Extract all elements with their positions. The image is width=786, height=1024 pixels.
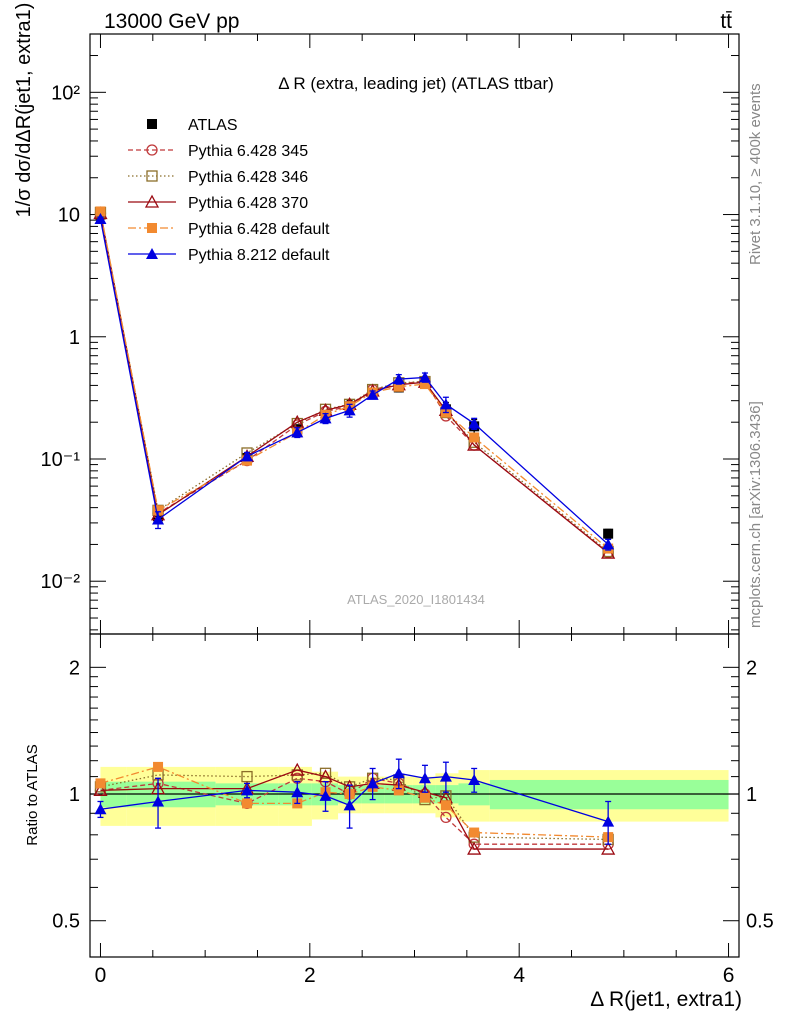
ratio-point-pythia-8-212-default <box>94 803 107 815</box>
plot-title: Δ R (extra, leading jet) (ATLAS ttbar) <box>278 74 554 93</box>
main-y-axis-label: 1/σ dσ/dΔR(jet1, extra1) <box>13 3 35 218</box>
legend-marker-pythia-6-428-346 <box>146 170 158 182</box>
axis-labels: 1/σ dσ/dΔR(jet1, extra1) Δ R(jet1, extra1… <box>13 3 742 1011</box>
main-y-tick-label: 10⁻² <box>41 571 81 593</box>
ratio-point-pythia-8-212-default <box>343 799 356 811</box>
ratio-point-pythia-8-212-default <box>152 795 165 807</box>
ratio-y-tick-label-right: 1 <box>746 784 757 806</box>
ratio-y-tick-label: 2 <box>69 657 80 679</box>
main-point-pythia-8-212-default <box>319 412 332 424</box>
ratio-point-pythia-6-428-default <box>242 798 253 809</box>
ratio-y-axis-label: Ratio to ATLAS <box>24 744 41 845</box>
legend-marker-pythia-6-428-345 <box>146 144 158 156</box>
ratio-point-pythia-6-428-default <box>419 792 430 803</box>
legend-marker-pythia-8-212-default <box>146 248 158 259</box>
ratio-point-pythia-6-428-370 <box>601 841 616 855</box>
main-point-pythia-8-212-default <box>343 404 356 416</box>
ratio-point-pythia-6-428-default <box>153 761 164 772</box>
legend-marker-atlas <box>147 119 157 129</box>
legend-label-pythia-6-428-346: Pythia 6.428 346 <box>188 169 308 186</box>
ratio-line-pythia-6-428-default <box>100 766 609 838</box>
main-point-pythia-6-428-default <box>419 379 430 390</box>
main-point-pythia-8-212-default <box>291 426 304 438</box>
ratio-point-pythia-8-212-default <box>291 786 304 798</box>
ratio-line-pythia-6-428-345 <box>100 777 609 845</box>
ratio-point-pythia-6-428-default <box>95 778 106 789</box>
legend-label-atlas: ATLAS <box>188 117 238 134</box>
ratio-point-pythia-6-428-345 <box>440 811 452 824</box>
legend: ATLAS Pythia 6.428 345 Pythia 6.428 346 Pyt… <box>128 117 330 264</box>
legend-marker-pythia-6-428-370 <box>144 194 160 208</box>
main-point-pythia-8-212-default <box>392 373 405 385</box>
main-line-pythia-8-212-default <box>99 218 609 545</box>
ratio-point-pythia-6-428-346 <box>319 767 332 779</box>
main-point-pythia-8-212-default <box>94 212 107 224</box>
main-point-pythia-8-212-default <box>152 513 165 525</box>
ratio-point-pythia-6-428-370 <box>93 783 108 797</box>
ratio-point-pythia-6-428-default <box>440 800 451 811</box>
mcplots-source-label: mcplots.cern.ch [arXiv:1306.3436] <box>747 401 764 628</box>
x-tick-label: 6 <box>723 964 735 987</box>
ratio-line-pythia-8-212-default <box>100 772 609 823</box>
main-y-tick-label: 1 <box>69 327 80 349</box>
x-axis-label: Δ R(jet1, extra1) <box>590 988 742 1011</box>
ratio-point-pythia-8-212-default <box>241 784 254 796</box>
main-point-pythia-6-428-370 <box>467 437 482 451</box>
main-panel-series <box>93 206 616 559</box>
energy-label: 13000 GeV pp <box>104 10 239 33</box>
x-tick-label: 0 <box>95 964 107 987</box>
ratio-point-pythia-6-428-default <box>469 827 480 838</box>
ratio-point-pythia-8-212-default <box>602 815 615 827</box>
ratio-y-tick-label-right: 2 <box>746 657 757 679</box>
main-y-tick-label: 10⁻¹ <box>41 449 81 471</box>
ratio-point-pythia-8-212-default <box>439 770 452 782</box>
ratio-point-pythia-6-428-default <box>393 785 404 796</box>
ratio-panel-series <box>93 758 616 855</box>
ratio-point-pythia-8-212-default <box>468 773 481 785</box>
main-point-pythia-8-212-default <box>468 417 481 429</box>
main-y-tick-label: 10² <box>51 82 80 104</box>
ratio-line-pythia-6-428-346 <box>100 772 609 841</box>
main-y-tick-label: 10 <box>58 205 80 227</box>
x-tick-label: 2 <box>304 964 316 987</box>
legend-label-pythia-6-428-370: Pythia 6.428 370 <box>188 195 308 212</box>
main-point-pythia-8-212-default <box>241 450 254 462</box>
main-line-pythia-6-428-default <box>99 211 609 550</box>
main-point-pythia-8-212-default <box>602 538 615 550</box>
ratio-point-pythia-8-212-default <box>319 789 332 801</box>
ratio-y-tick-label: 0.5 <box>52 911 80 933</box>
rivet-version-label: Rivet 3.1.10, ≥ 400k events <box>747 83 764 265</box>
ratio-panel-frame: 0 2 4 6 0.5 0.5 1 1 2 2 <box>52 633 774 987</box>
analysis-id-watermark: ATLAS_2020_I1801434 <box>347 592 485 607</box>
main-point-pythia-6-428-default <box>469 432 480 443</box>
ratio-point-pythia-8-212-default <box>392 767 405 779</box>
main-point-pythia-8-212-default <box>439 398 452 410</box>
ratio-point-pythia-6-428-370 <box>290 762 305 776</box>
ratio-y-tick-label-right: 0.5 <box>746 911 774 933</box>
process-label: tt̄ <box>720 10 732 33</box>
main-point-pythia-6-428-default <box>393 381 404 392</box>
main-point-pythia-6-428-default <box>153 505 164 516</box>
ratio-point-pythia-6-428-370 <box>467 841 482 855</box>
main-line-pythia-6-428-345 <box>99 213 609 553</box>
ratio-point-pythia-8-212-default <box>418 772 431 784</box>
main-line-pythia-6-428-370 <box>99 213 609 554</box>
ratio-y-tick-label: 1 <box>69 784 80 806</box>
legend-label-pythia-6-428-345: Pythia 6.428 345 <box>188 143 308 160</box>
x-tick-label: 4 <box>513 964 525 987</box>
main-panel-frame: 10⁻² 10⁻¹ 1 10 10² <box>41 33 740 635</box>
legend-marker-pythia-6-428-default <box>147 223 157 233</box>
legend-label-pythia-6-428-default: Pythia 6.428 default <box>188 221 330 238</box>
legend-label-pythia-8-212-default: Pythia 8.212 default <box>188 247 330 264</box>
main-point-pythia-8-212-default <box>366 388 379 400</box>
main-point-pythia-8-212-default <box>418 371 431 383</box>
main-point-pythia-6-428-default <box>95 206 106 217</box>
main-point-atlas <box>603 528 614 539</box>
ratio-point-pythia-8-212-default <box>366 777 379 789</box>
